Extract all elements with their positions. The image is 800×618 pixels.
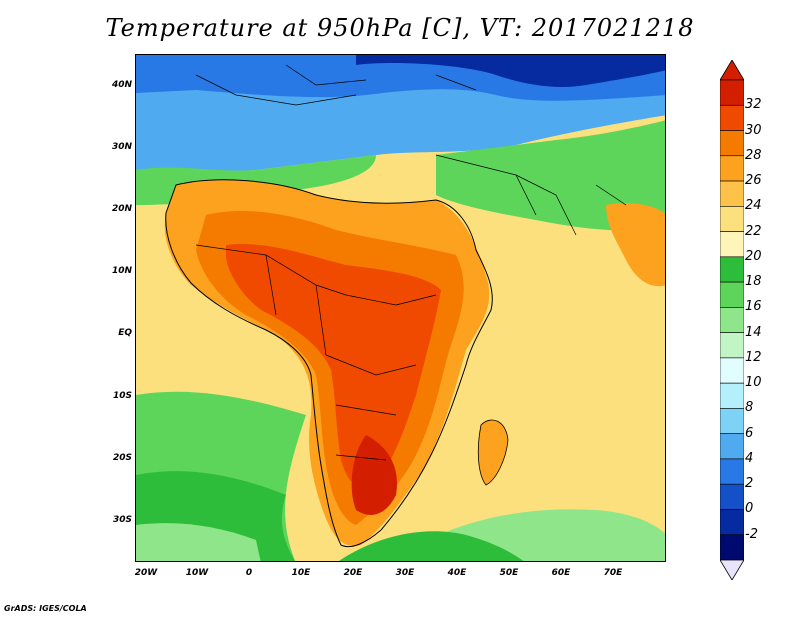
lon-label-60e: 60E [551, 568, 571, 578]
colorbar-segment [720, 307, 744, 333]
lon-label-50e: 50E [499, 568, 519, 578]
colorbar-label: 24 [745, 198, 762, 214]
country-borders [195, 244, 437, 461]
colorbar [720, 60, 744, 580]
colorbar-label: -2 [745, 526, 758, 542]
colorbar-label: 12 [745, 349, 762, 365]
colorbar-label: 18 [745, 274, 762, 290]
northern-coldest [356, 55, 665, 87]
colorbar-label: 2 [745, 476, 754, 492]
south-indian-green [339, 531, 524, 561]
lon-label-10w: 10W [185, 568, 209, 578]
colorbar-label: 16 [745, 299, 762, 315]
colorbar-segment [720, 357, 744, 384]
lat-label-10n: 10N [111, 266, 132, 276]
africa-hotter [226, 244, 441, 489]
lon-label-10e: 10E [291, 568, 311, 578]
colorbar-label: 32 [745, 97, 762, 113]
colorbar-segment [720, 155, 744, 182]
lat-label-30s: 30S [112, 515, 132, 525]
lat-label-30n: 30N [111, 142, 132, 152]
lat-label-10s: 10S [112, 391, 132, 401]
colorbar-segment [720, 509, 744, 536]
colorbar-label: 14 [745, 324, 762, 340]
lat-label-20s: 20S [112, 453, 132, 463]
colorbar-bottom-triangle [720, 559, 744, 580]
europe-borders [195, 64, 477, 106]
southern-africa-hotspot [351, 435, 397, 515]
chart-title: Temperature at 950hPa [C], VT: 201702121… [105, 14, 695, 42]
colorbar-segment [720, 534, 744, 561]
colorbar-segment [720, 79, 744, 106]
lon-label-20w: 20W [134, 568, 158, 578]
colorbar-segment [720, 256, 744, 283]
colorbar-segment [720, 408, 744, 434]
credit-text: GrADS: IGES/COLA [4, 604, 87, 613]
colorbar-segment [720, 104, 744, 131]
colorbar-segment [720, 382, 744, 409]
colorbar-label: 30 [745, 122, 762, 138]
map-svg [136, 55, 665, 561]
madagascar [477, 419, 509, 486]
south-atlantic-coolest [136, 523, 261, 561]
temperature-map [135, 54, 666, 562]
colorbar-segment [720, 483, 744, 510]
colorbar-label: 20 [745, 248, 762, 264]
colorbar-segment [720, 180, 744, 207]
lat-label-40n: 40N [111, 80, 132, 90]
colorbar-label: 22 [745, 223, 762, 239]
lon-label-0: 0 [245, 568, 253, 578]
colorbar-segment [720, 206, 744, 232]
middle-east-borders [435, 154, 627, 236]
middle-east-green [436, 120, 665, 231]
lon-label-40e: 40E [447, 568, 467, 578]
lon-label-20e: 20E [343, 568, 363, 578]
lat-label-eq: EQ [118, 328, 132, 338]
colorbar-segment [720, 433, 744, 460]
africa-coastline [165, 179, 493, 548]
colorbar-segment [720, 281, 744, 308]
lon-label-30e: 30E [395, 568, 415, 578]
colorbar-segment [720, 130, 744, 157]
colorbar-label: 4 [745, 450, 754, 466]
colorbar-label: 6 [745, 425, 754, 441]
colorbar-segment [720, 458, 744, 485]
colorbar-label: 26 [745, 173, 762, 189]
colorbar-label: 28 [745, 147, 762, 163]
colorbar-top-triangle [720, 60, 744, 81]
colorbar-label: 8 [745, 400, 754, 416]
colorbar-svg [720, 60, 744, 580]
colorbar-label: 10 [745, 375, 762, 391]
colorbar-segment [720, 332, 744, 359]
lon-label-70e: 70E [603, 568, 623, 578]
lat-label-20n: 20N [111, 204, 132, 214]
colorbar-segment [720, 231, 744, 258]
india-warm [606, 203, 665, 287]
colorbar-label: 0 [745, 501, 754, 517]
